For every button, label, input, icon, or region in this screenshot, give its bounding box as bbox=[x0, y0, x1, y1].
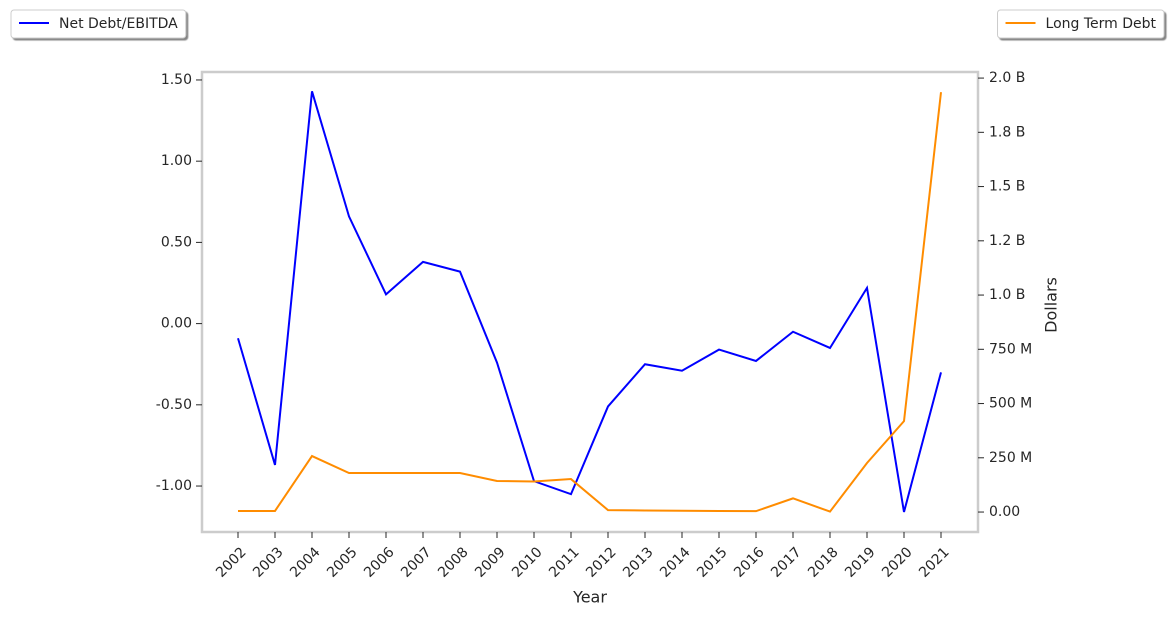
y2-tick-label: 1.5 B bbox=[989, 179, 1025, 195]
x-tick-label: 2002 bbox=[213, 544, 250, 581]
y2-tick-label: 0.00 bbox=[989, 504, 1020, 520]
data-line bbox=[237, 91, 942, 513]
x-tick-label: 2021 bbox=[916, 544, 953, 581]
legend-box bbox=[997, 9, 1165, 39]
y2-tick-label: 750 M bbox=[989, 341, 1032, 357]
x-tick-label: 2004 bbox=[287, 544, 324, 581]
x-tick-label: 2017 bbox=[768, 544, 805, 581]
x-tick-label: 2008 bbox=[435, 544, 472, 581]
legend-label: Net Debt/EBITDA bbox=[59, 16, 178, 32]
x-tick-label: 2018 bbox=[805, 544, 842, 581]
plot-frame bbox=[200, 70, 980, 534]
y-tick-label: 0.50 bbox=[161, 234, 192, 250]
x-tick-label: 2014 bbox=[657, 544, 694, 581]
y-tick-label: -1.00 bbox=[156, 478, 192, 494]
legend-label: Long Term Debt bbox=[1046, 16, 1157, 32]
y-tick-label: -0.50 bbox=[156, 397, 192, 413]
legend: Net Debt/EBITDA bbox=[10, 9, 187, 39]
y-tick-label: 0.00 bbox=[161, 316, 192, 332]
x-axis-label: Year bbox=[572, 588, 607, 607]
data-line bbox=[238, 92, 942, 513]
x-tick-label: 2010 bbox=[509, 544, 546, 581]
y2-tick-label: 250 M bbox=[989, 450, 1032, 466]
y2-tick-label: 1.8 B bbox=[989, 124, 1025, 140]
y2-tick-label: 1.0 B bbox=[989, 287, 1025, 303]
x-tick-label: 2009 bbox=[472, 544, 509, 581]
y-tick-label: 1.00 bbox=[161, 153, 192, 169]
legend-box bbox=[10, 9, 187, 39]
x-tick-label: 2020 bbox=[879, 544, 916, 581]
legend: Long Term Debt bbox=[997, 9, 1165, 39]
x-tick-label: 2012 bbox=[583, 544, 620, 581]
x-tick-label: 2006 bbox=[361, 544, 398, 581]
x-tick-label: 2011 bbox=[546, 544, 583, 581]
y2-tick-label: 2.0 B bbox=[989, 70, 1025, 86]
x-tick-label: 2013 bbox=[620, 544, 657, 581]
x-tick-label: 2003 bbox=[250, 544, 287, 581]
x-tick-label: 2007 bbox=[398, 544, 435, 581]
y2-tick-label: 500 M bbox=[989, 396, 1032, 412]
x-tick-label: 2016 bbox=[731, 544, 768, 581]
y2-tick-label: 1.2 B bbox=[989, 233, 1025, 249]
x-tick-label: 2019 bbox=[842, 544, 879, 581]
y2-axis-label: Dollars bbox=[1042, 277, 1061, 333]
x-tick-label: 2005 bbox=[324, 544, 361, 581]
y-tick-label: 1.50 bbox=[161, 72, 192, 88]
x-tick-label: 2015 bbox=[694, 544, 731, 581]
